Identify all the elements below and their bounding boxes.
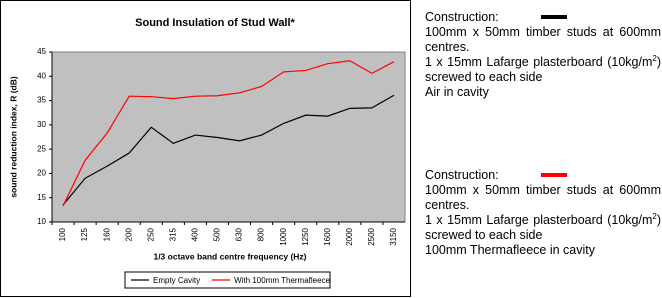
text-block: Construction: 100mm x 50mm timber studs a… [425, 168, 661, 258]
chart: Sound Insulation of Stud Wall* sound red… [0, 0, 411, 297]
y-axis-label: sound reduction index, R (dB) [8, 76, 18, 198]
chart-title: Sound Insulation of Stud Wall* [135, 17, 295, 29]
y-tick-label: 30 [37, 120, 46, 129]
x-tick-label: 800 [257, 227, 266, 241]
x-tick-label: 200 [124, 227, 133, 241]
text: ) screwed to each side [425, 55, 661, 84]
paragraph: 100mm x 50mm timber studs at 600mm centr… [425, 25, 661, 55]
x-tick-label: 1000 [279, 227, 288, 245]
y-tick-label: 45 [37, 47, 46, 56]
x-tick-label: 400 [191, 227, 200, 241]
heading: Construction: [425, 10, 499, 24]
text: 100mm x 50mm timber studs at 600mm centr… [425, 25, 661, 54]
series-key [541, 173, 567, 177]
text: 1 x 15mm Lafarge plasterboard (10kg/m [425, 55, 653, 69]
x-tick-label: 315 [168, 227, 177, 241]
x-axis-label: 1/3 octave band centre frequency (Hz) [153, 251, 306, 261]
x-tick-label: 160 [102, 227, 111, 241]
x-tick-label: 2000 [345, 227, 354, 245]
superscript: 2 [652, 53, 657, 63]
x-tick-label: 125 [80, 227, 89, 241]
text-block: Construction: 100mm x 50mm timber studs a… [425, 10, 661, 100]
y-tick-label: 15 [37, 193, 46, 202]
text: 100mm Thermafleece in cavity [425, 243, 595, 257]
x-tick-label: 250 [146, 227, 155, 241]
paragraph: 1 x 15mm Lafarge plasterboard (10kg/m2) … [425, 211, 661, 243]
series-line [62, 60, 395, 207]
paragraph: 100mm Thermafleece in cavity [425, 243, 661, 258]
y-tick-label: 25 [37, 144, 46, 153]
heading: Construction: [425, 168, 499, 182]
series-key [541, 15, 567, 19]
legend-label: With 100mm Thermafleece [234, 276, 330, 285]
superscript: 2 [652, 211, 657, 221]
x-tick-label: 3150 [389, 227, 398, 245]
paragraph: Air in cavity [425, 85, 661, 100]
x-tick-label: 1250 [301, 227, 310, 245]
paragraph: 100mm x 50mm timber studs at 600mm centr… [425, 183, 661, 213]
y-tick-label: 35 [37, 96, 46, 105]
text: ) screwed to each side [425, 213, 661, 242]
heading-row: Construction: [425, 168, 661, 183]
paragraph: 1 x 15mm Lafarge plasterboard (10kg/m2) … [425, 53, 661, 85]
plot-area [51, 51, 406, 223]
y-tick-label: 20 [37, 169, 46, 178]
legend-label: Empty Cavity [153, 276, 200, 285]
x-tick-label: 1600 [323, 227, 332, 245]
text: Air in cavity [425, 85, 489, 99]
x-tick-label: 630 [235, 227, 244, 241]
heading-row: Construction: [425, 10, 661, 25]
series-line [62, 94, 395, 206]
text: 100mm x 50mm timber studs at 600mm centr… [425, 183, 661, 212]
x-tick-label: 500 [213, 227, 222, 241]
x-tick-label: 2500 [367, 227, 376, 245]
text: 1 x 15mm Lafarge plasterboard (10kg/m [425, 213, 653, 227]
y-tick-label: 10 [37, 217, 46, 226]
y-tick-label: 40 [37, 71, 46, 80]
x-tick-label: 100 [58, 227, 67, 241]
